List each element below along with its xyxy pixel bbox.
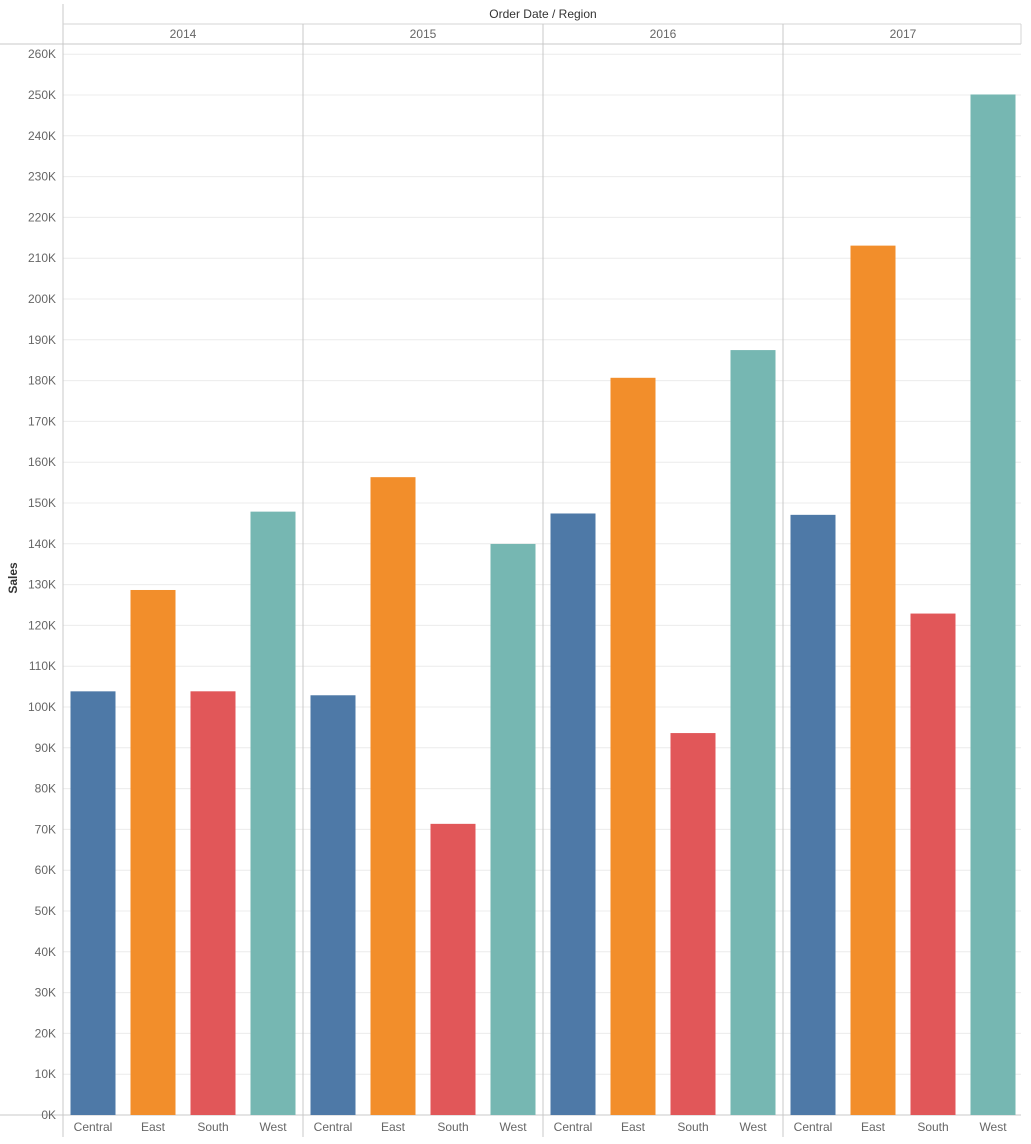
y-tick-label: 50K: [35, 904, 56, 918]
bar-2015-west[interactable]: [490, 543, 536, 1115]
y-tick-label: 190K: [28, 333, 56, 347]
bar-2017-south[interactable]: [910, 613, 956, 1115]
x-label-2014-central: Central: [74, 1120, 113, 1134]
x-label-2017-east: East: [861, 1120, 886, 1134]
y-axis-label: Sales: [6, 562, 20, 594]
x-label-2015-west: West: [499, 1120, 527, 1134]
x-label-2014-south: South: [197, 1120, 228, 1134]
bar-2016-central[interactable]: [550, 513, 596, 1115]
y-tick-label: 110K: [29, 659, 56, 673]
y-tick-label: 0K: [41, 1108, 56, 1122]
y-tick-label: 10K: [35, 1067, 56, 1081]
x-label-2015-central: Central: [314, 1120, 353, 1134]
y-tick-label: 260K: [28, 47, 56, 61]
x-label-2015-east: East: [381, 1120, 406, 1134]
y-tick-label: 120K: [28, 618, 56, 632]
bars: [70, 94, 1016, 1116]
y-tick-label: 90K: [35, 741, 56, 755]
y-tick-label: 70K: [35, 822, 56, 836]
y-tick-label: 150K: [28, 496, 56, 510]
y-tick-label: 130K: [28, 578, 56, 592]
year-header-2017: 2017: [890, 27, 917, 41]
y-tick-label: 240K: [28, 129, 56, 143]
y-tick-label: 230K: [28, 170, 56, 184]
bar-2015-central[interactable]: [310, 695, 356, 1115]
y-tick-label: 220K: [28, 210, 56, 224]
y-tick-label: 160K: [28, 455, 56, 469]
y-tick-label: 210K: [28, 251, 56, 265]
y-axis-ticks: 0K 10K 20K 30K 40K 50K 60K 70K 80K 90K 100K 110K 120…: [28, 47, 56, 1122]
bar-2016-west[interactable]: [730, 350, 776, 1115]
x-label-2016-central: Central: [554, 1120, 593, 1134]
bar-2014-south[interactable]: [190, 691, 236, 1115]
bar-2014-central[interactable]: [70, 691, 116, 1115]
x-label-2016-west: West: [739, 1120, 767, 1134]
bar-2016-south[interactable]: [670, 733, 716, 1115]
y-tick-label: 250K: [28, 88, 56, 102]
x-label-2016-south: South: [677, 1120, 708, 1134]
y-tick-label: 40K: [35, 945, 56, 959]
x-label-2014-east: East: [141, 1120, 166, 1134]
x-label-2017-south: South: [917, 1120, 948, 1134]
bar-2017-east[interactable]: [850, 245, 896, 1116]
year-header-2015: 2015: [410, 27, 437, 41]
year-header-2014: 2014: [170, 27, 197, 41]
year-header-2016: 2016: [650, 27, 677, 41]
chart-title: Order Date / Region: [489, 7, 596, 21]
x-axis-labels: Central East South West Central East South West…: [74, 1120, 1008, 1134]
bar-2017-central[interactable]: [790, 514, 836, 1115]
x-label-2017-west: West: [979, 1120, 1007, 1134]
bar-2015-east[interactable]: [370, 477, 416, 1116]
y-tick-label: 20K: [35, 1026, 56, 1040]
y-tick-label: 100K: [28, 700, 56, 714]
y-tick-label: 170K: [28, 414, 56, 428]
y-tick-label: 80K: [35, 782, 56, 796]
bar-2017-west[interactable]: [970, 94, 1016, 1115]
x-label-2017-central: Central: [794, 1120, 833, 1134]
bar-2015-south[interactable]: [430, 823, 476, 1115]
bar-2014-east[interactable]: [130, 589, 176, 1115]
x-label-2016-east: East: [621, 1120, 646, 1134]
year-headers: 2014 2015 2016 2017: [170, 27, 917, 41]
bar-2016-east[interactable]: [610, 377, 656, 1115]
y-tick-label: 200K: [28, 292, 56, 306]
y-tick-label: 30K: [35, 986, 56, 1000]
y-tick-label: 180K: [28, 374, 56, 388]
x-label-2014-west: West: [259, 1120, 287, 1134]
y-tick-label: 60K: [35, 863, 56, 877]
bar-2014-west[interactable]: [250, 511, 296, 1116]
y-tick-label: 140K: [28, 537, 56, 551]
x-label-2015-south: South: [437, 1120, 468, 1134]
